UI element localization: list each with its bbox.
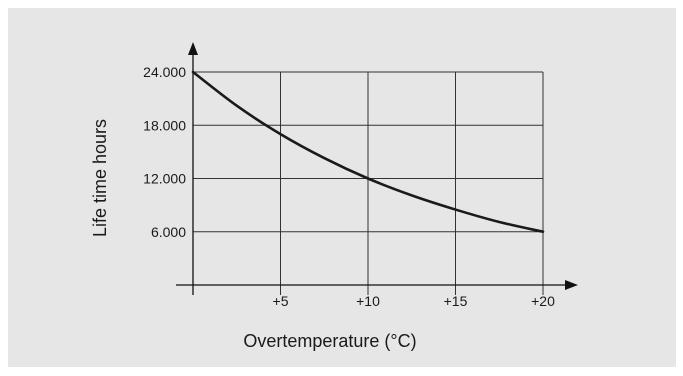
- tick-labels: +5 +10 +15 +20 6.000 12.000 18.000 24.000: [143, 64, 555, 309]
- x-tick-label: +15: [444, 293, 468, 309]
- x-axis-arrow: [565, 280, 578, 290]
- x-tick-label: +20: [531, 293, 555, 309]
- x-tick-label: +5: [273, 293, 289, 309]
- series: [191, 70, 545, 234]
- y-tick-label: 18.000: [143, 117, 186, 133]
- y-axis-title: Life time hours: [90, 119, 110, 237]
- y-axis-arrow: [188, 42, 198, 55]
- y-tick-label: 24.000: [143, 64, 186, 80]
- axes: [176, 42, 578, 295]
- y-tick-label: 12.000: [143, 171, 186, 187]
- grid: [193, 71, 544, 295]
- x-axis-title: Overtemperature (°C): [243, 331, 416, 351]
- y-tick-label: 6.000: [151, 224, 186, 240]
- x-tick-label: +10: [356, 293, 380, 309]
- chart-panel: [8, 8, 676, 367]
- series-line: [191, 70, 545, 234]
